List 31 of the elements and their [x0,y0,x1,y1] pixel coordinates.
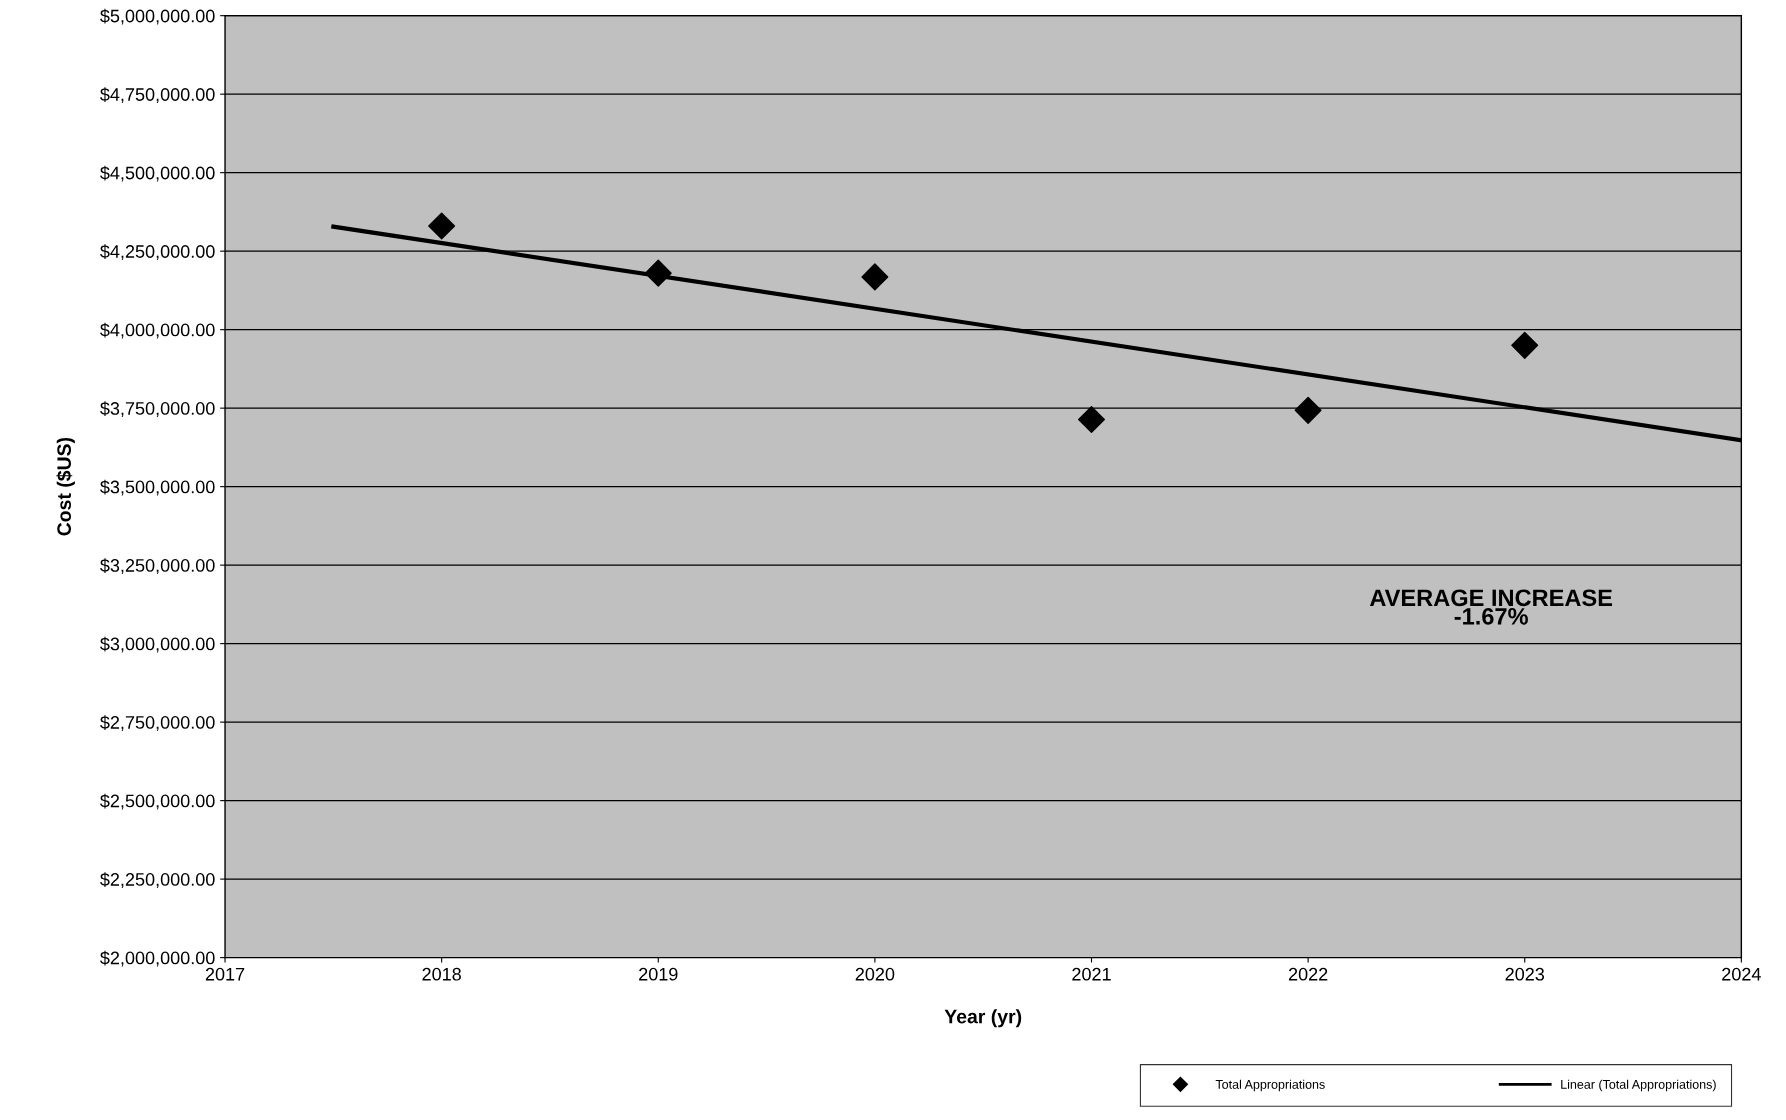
y-tick-label: $4,500,000.00 [100,165,215,182]
point [428,212,456,240]
annotation: AVERAGE INCREASE -1.67% [1369,589,1613,625]
y-tick-label: $3,250,000.00 [100,558,215,574]
y-tick-label: $3,750,000.00 [100,401,215,417]
y-tick-label: $2,250,000.00 [100,872,215,888]
y-tick-label: $4,000,000.00 [100,322,215,339]
point [1078,405,1106,433]
x-tick-label: 2017 [205,967,245,981]
y-tick-label: $2,000,000.00 [100,950,215,967]
x-tick-label: 2019 [639,967,678,981]
x-tick-label: 2024 [1722,967,1761,981]
point [1511,331,1539,359]
point [1294,396,1322,424]
y-tick-label: $5,000,000.00 [100,8,215,25]
y-tick-label: $3,500,000.00 [100,479,215,496]
x-tick-label: 2023 [1505,967,1545,981]
y-axis-title: Cost ($US) [56,437,75,536]
x-tick-label: 2021 [1072,967,1111,981]
y-tick-label: $4,250,000.00 [100,244,215,261]
legend-label: Linear (Total Appropriations) [1561,1079,1716,1092]
y-tick-label: $2,750,000.00 [100,715,215,731]
point [861,263,889,291]
x-tick-label: 2022 [1288,967,1328,981]
y-tick-label: $3,000,000.00 [100,636,215,653]
x-axis-title: Year (yr) [944,1009,1022,1028]
legend-label: Total Appropriations [1215,1079,1325,1092]
x-tick-label: 2018 [422,967,461,981]
y-tick-label: $4,750,000.00 [100,87,215,104]
x-tick-label: 2020 [855,967,895,981]
y-tick-label: $2,500,000.00 [100,793,215,810]
